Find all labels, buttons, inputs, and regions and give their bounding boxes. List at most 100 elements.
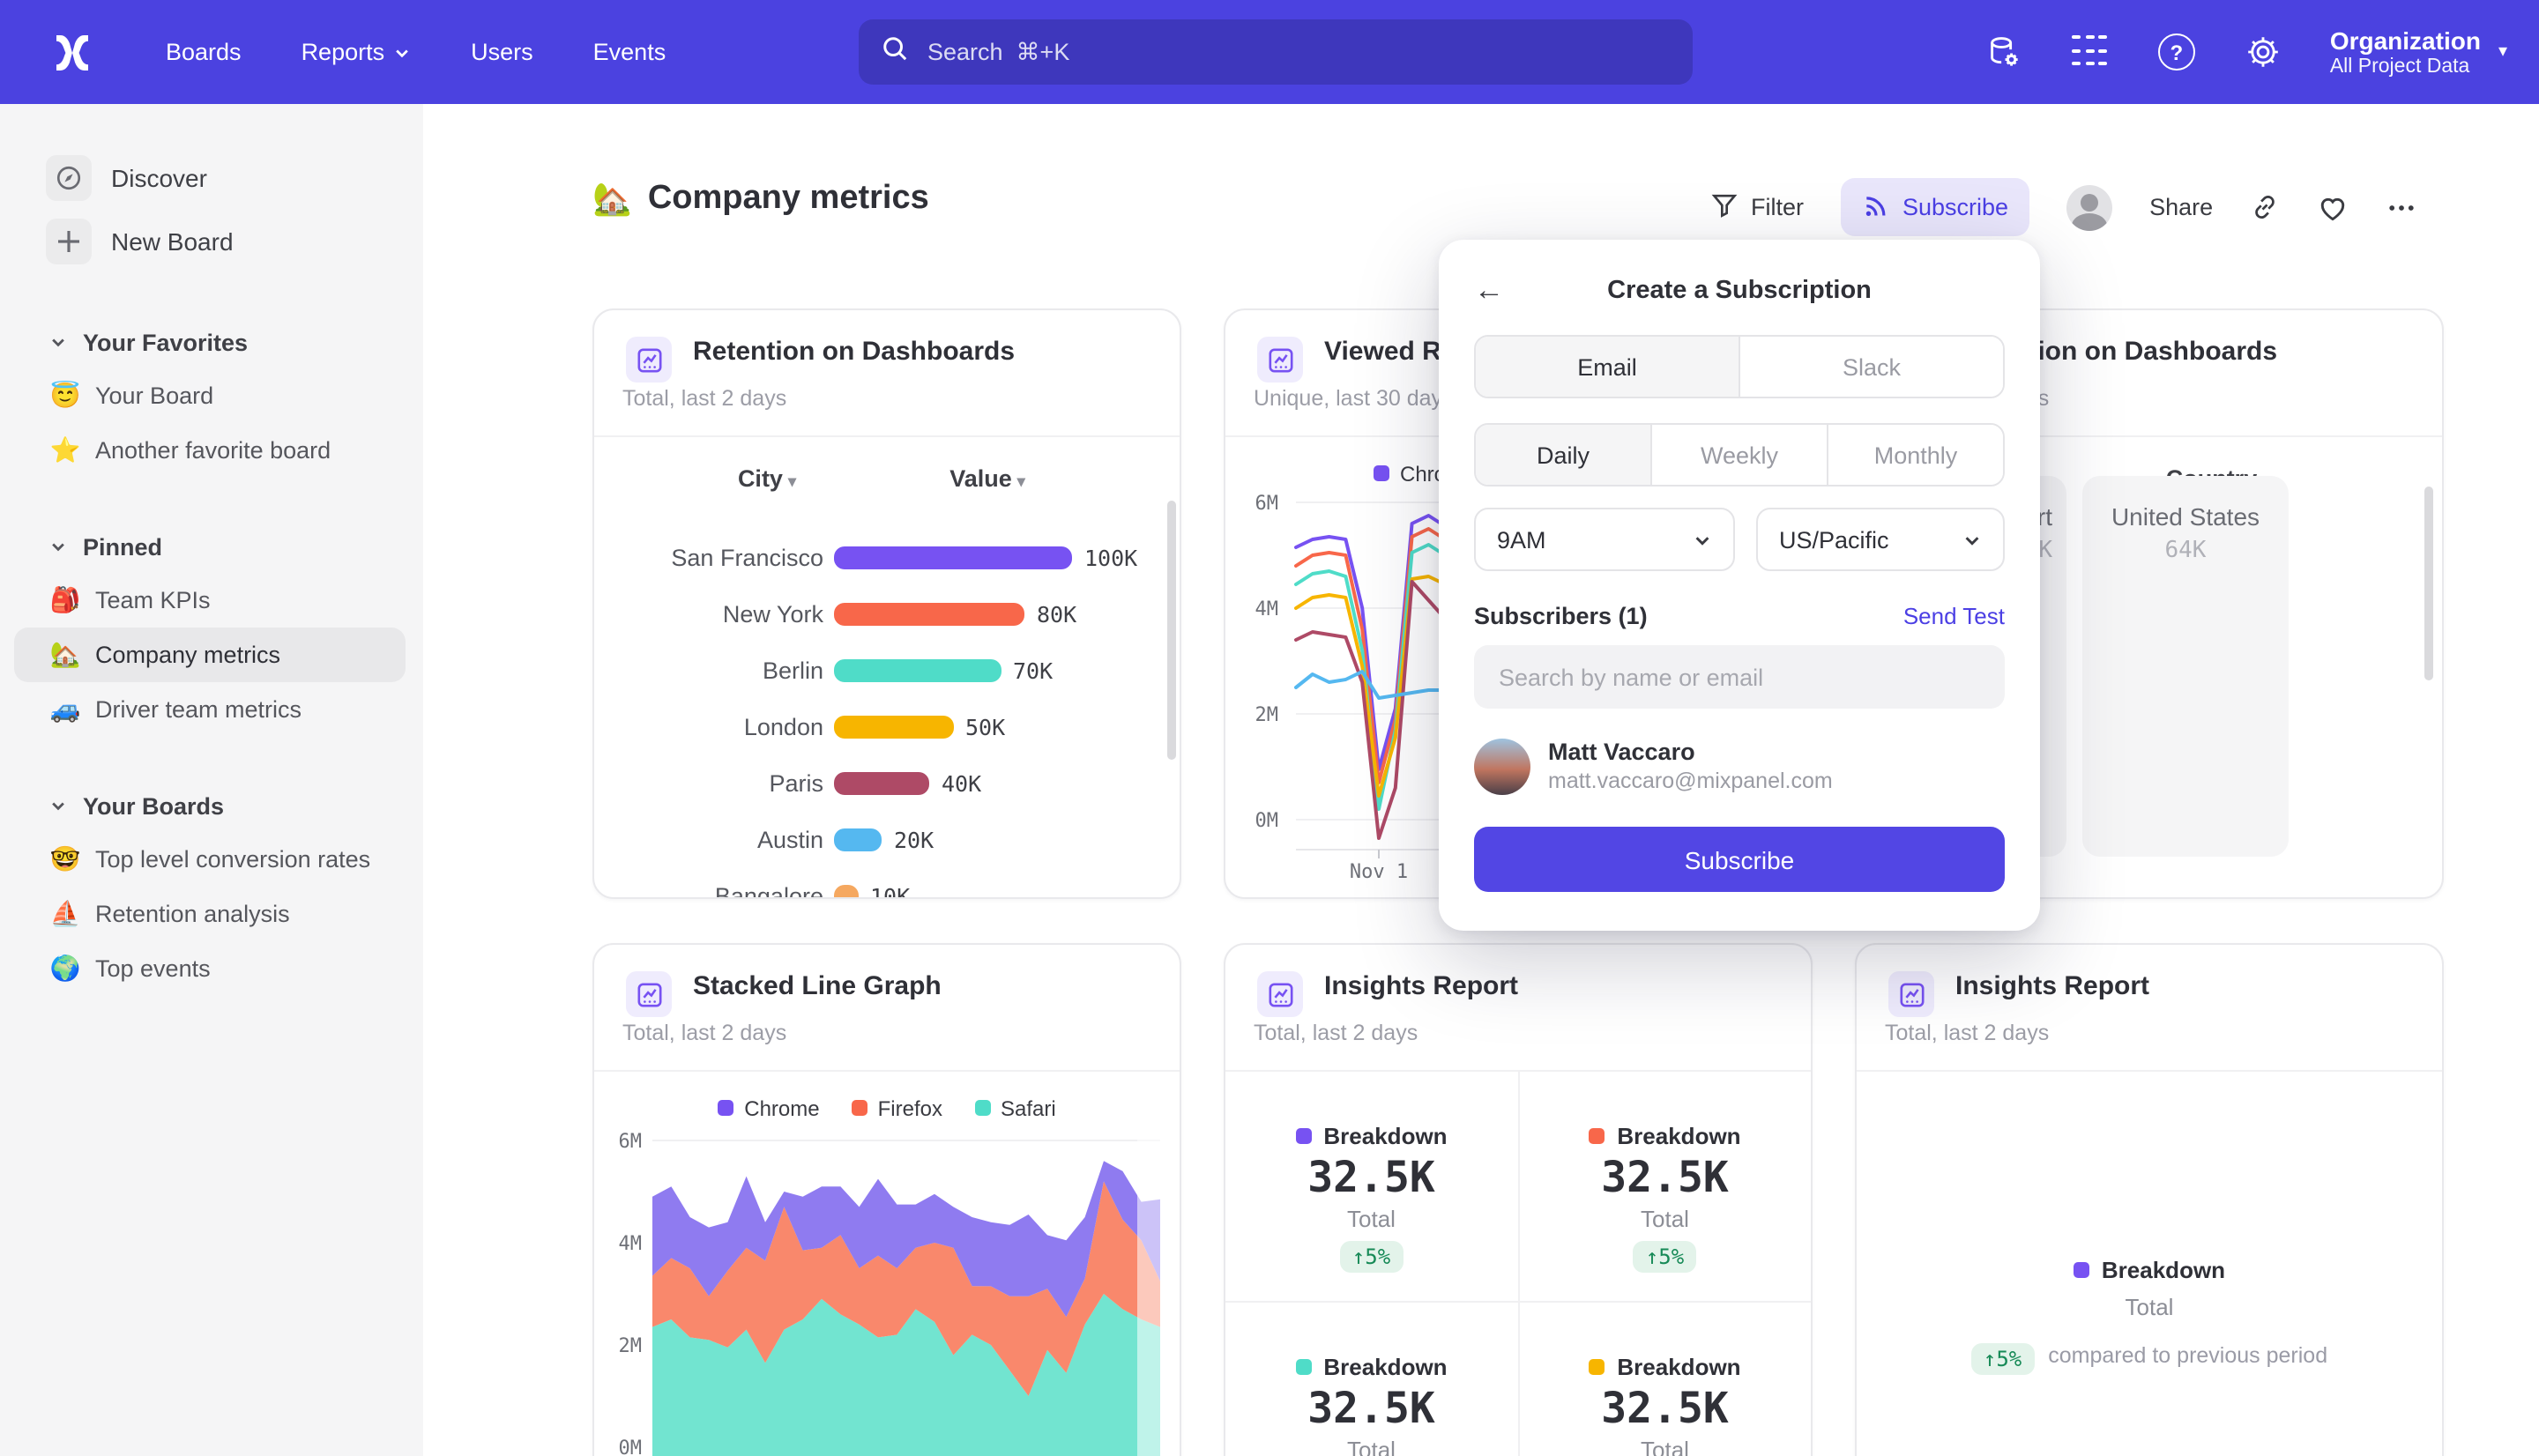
- more-options-icon[interactable]: [2386, 191, 2417, 223]
- frequency-tabs: Daily Weekly Monthly: [1474, 423, 2005, 487]
- sidebar-item-company-metrics[interactable]: 🏡 Company metrics: [14, 628, 406, 682]
- column-header-city[interactable]: City ▾: [737, 465, 797, 492]
- sidebar-item-team-kpis[interactable]: 🎒 Team KPIs: [49, 585, 211, 613]
- filter-button[interactable]: Filter: [1710, 190, 1804, 224]
- copy-link-icon[interactable]: [2250, 192, 2280, 222]
- card-title[interactable]: Insights Report: [1955, 971, 2150, 1001]
- sidebar-section-your-boards[interactable]: Your Boards: [0, 779, 423, 832]
- search-bar[interactable]: [859, 19, 1693, 85]
- back-arrow-icon[interactable]: ←: [1474, 273, 1504, 307]
- sidebar-item-label: New Board: [111, 227, 234, 256]
- retention-bar-list: San Francisco 100K New York 80K Berlin 70K Lon…: [594, 529, 1180, 897]
- board-emoji: 🚙: [49, 695, 81, 723]
- card-title[interactable]: Insights Report: [1324, 971, 1519, 1001]
- card-subtitle: Total, last 2 days: [1885, 1021, 2050, 1045]
- svg-text:6M: 6M: [619, 1131, 643, 1153]
- sidebar-item-top-level-conversion-rates[interactable]: 🤓 Top level conversion rates: [49, 844, 371, 873]
- main-content: 🏡 Company metrics Filter Subscribe Share: [423, 104, 2539, 1456]
- filter-label: Filter: [1751, 194, 1804, 220]
- sidebar-item-new-board[interactable]: New Board: [0, 210, 423, 273]
- modal-subscribe-button[interactable]: Subscribe: [1474, 827, 2005, 892]
- kpi-single: Breakdown Total ↑5% compared to previous…: [1857, 1072, 2442, 1456]
- sidebar: Discover New Board Your Favorites 😇 Your B…: [0, 104, 423, 1456]
- sidebar-item-retention-analysis[interactable]: ⛵ Retention analysis: [49, 899, 290, 927]
- report-icon: [1257, 971, 1303, 1017]
- board-title: 🏡 Company metrics: [592, 180, 929, 219]
- comparison-note: compared to previous period: [2048, 1343, 2328, 1368]
- tab-daily[interactable]: Daily: [1476, 425, 1650, 485]
- time-select[interactable]: 9AM: [1474, 508, 1735, 571]
- share-label: Share: [2149, 194, 2214, 220]
- chevron-down-icon: [1965, 536, 1979, 545]
- nav-link-boards[interactable]: Boards: [166, 39, 242, 65]
- legend-item-chrome[interactable]: Chrome: [718, 1096, 820, 1121]
- chevron-down-icon: ▾: [2498, 42, 2507, 62]
- sidebar-item-discover[interactable]: Discover: [0, 146, 423, 210]
- sidebar-item-top-events[interactable]: 🌍 Top events: [49, 954, 211, 982]
- svg-text:2M: 2M: [1255, 704, 1279, 726]
- bar: [834, 771, 929, 794]
- card-title[interactable]: Stacked Line Graph: [693, 971, 942, 1001]
- kpi-value: 32.5K: [1601, 1384, 1729, 1433]
- bar: [834, 884, 858, 897]
- avatar[interactable]: [2066, 184, 2113, 230]
- nav-link-events[interactable]: Events: [592, 39, 666, 65]
- kpi-value: 32.5K: [1601, 1153, 1729, 1202]
- subscriber-search[interactable]: [1474, 645, 2005, 709]
- country-cell[interactable]: United States 64K: [2082, 476, 2289, 857]
- data-management-icon[interactable]: [1984, 33, 2023, 71]
- search-input[interactable]: [924, 37, 1670, 67]
- board-emoji: 🎒: [49, 585, 81, 613]
- svg-text:6M: 6M: [1255, 493, 1279, 515]
- tab-monthly[interactable]: Monthly: [1827, 425, 2003, 485]
- sidebar-section-your-favorites[interactable]: Your Favorites: [0, 316, 423, 368]
- subscriber-name: Matt Vaccaro: [1548, 739, 1695, 765]
- subscriber-row[interactable]: Matt Vaccaro matt.vaccaro@mixpanel.com: [1474, 737, 2005, 795]
- settings-gear-icon[interactable]: [2244, 33, 2282, 71]
- kpi-grid: Breakdown 32.5K Total ↑5% Breakdown 32.5K Tota…: [1225, 1072, 1811, 1456]
- apps-grid-icon[interactable]: [2071, 33, 2110, 71]
- rss-icon: [1862, 190, 1890, 224]
- tab-weekly[interactable]: Weekly: [1650, 425, 1827, 485]
- tab-email[interactable]: Email: [1476, 337, 1739, 397]
- sidebar-section-pinned[interactable]: Pinned: [0, 520, 423, 573]
- board-emoji: 🌍: [49, 954, 81, 982]
- column-header-value[interactable]: Value ▾: [949, 465, 1025, 492]
- help-icon[interactable]: ?: [2157, 33, 2196, 71]
- nav-link-reports[interactable]: Reports: [302, 39, 412, 65]
- org-switcher[interactable]: Organization All Project Data ▾: [2330, 26, 2507, 78]
- bar: [834, 715, 953, 738]
- org-name: Organization: [2329, 26, 2481, 55]
- series-color-dot: [1295, 1127, 1312, 1143]
- bar: [834, 828, 882, 851]
- search-icon: [882, 34, 908, 70]
- sidebar-item-another-favorite-board[interactable]: ⭐ Another favorite board: [49, 435, 331, 464]
- board-emoji: 😇: [49, 381, 81, 409]
- nav-link-users[interactable]: Users: [471, 39, 533, 65]
- subscribe-button[interactable]: Subscribe: [1841, 178, 2030, 236]
- send-test-link[interactable]: Send Test: [1902, 603, 2005, 629]
- legend-item-firefox[interactable]: Firefox: [851, 1096, 942, 1121]
- nav-links: Boards Reports Users Events: [166, 39, 666, 65]
- sidebar-item-your-board[interactable]: 😇 Your Board: [49, 381, 214, 409]
- card-title[interactable]: Retention on Dashboards: [693, 337, 1016, 367]
- legend-item-safari[interactable]: Safari: [974, 1096, 1056, 1121]
- svg-text:2M: 2M: [619, 1335, 643, 1357]
- timezone-select[interactable]: US/Pacific: [1756, 508, 2005, 571]
- scrollbar-thumb[interactable]: [2424, 487, 2433, 680]
- org-project: All Project Data: [2329, 56, 2470, 78]
- svg-text:Nov 1: Nov 1: [1350, 861, 1408, 883]
- tab-slack[interactable]: Slack: [1739, 337, 2003, 397]
- share-button[interactable]: Share: [2149, 194, 2213, 220]
- series-color-dot: [1589, 1358, 1605, 1374]
- scrollbar-thumb[interactable]: [1167, 501, 1176, 760]
- favorite-heart-icon[interactable]: [2317, 191, 2349, 223]
- svg-text:0M: 0M: [1255, 810, 1279, 832]
- card-stacked-line-graph: Stacked Line Graph Total, last 2 days Ch…: [592, 943, 1181, 1456]
- subscriber-search-input[interactable]: [1495, 662, 1984, 692]
- mixpanel-logo-icon[interactable]: [49, 29, 95, 75]
- sidebar-item-driver-team-metrics[interactable]: 🚙 Driver team metrics: [49, 695, 302, 723]
- board-emoji: 🏡: [592, 181, 632, 216]
